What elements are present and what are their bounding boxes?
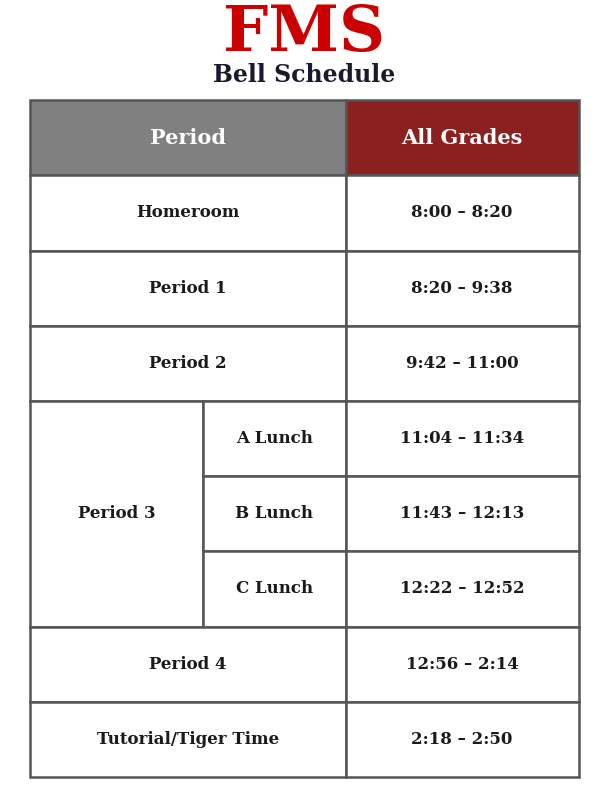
Bar [203, 401, 346, 476]
Bar [30, 626, 345, 702]
Bar [346, 175, 579, 251]
Bar [30, 100, 345, 175]
Bar [346, 251, 579, 326]
Text: 11:43 – 12:13: 11:43 – 12:13 [400, 505, 524, 522]
Text: 8:20 – 9:38: 8:20 – 9:38 [411, 280, 513, 296]
Text: C Lunch: C Lunch [236, 581, 313, 598]
Bar [346, 702, 579, 777]
Text: 8:00 – 8:20: 8:00 – 8:20 [412, 204, 513, 221]
Text: Homeroom: Homeroom [136, 204, 240, 221]
Text: 12:22 – 12:52: 12:22 – 12:52 [400, 581, 524, 598]
Bar [30, 702, 345, 777]
Text: FMS: FMS [224, 3, 385, 64]
Bar [346, 326, 579, 401]
Text: Tutorial/Tiger Time: Tutorial/Tiger Time [97, 731, 279, 748]
Bar [346, 626, 579, 702]
Text: Period: Period [150, 127, 226, 147]
Bar [30, 326, 345, 401]
Text: A Lunch: A Lunch [236, 430, 313, 447]
Bar [203, 476, 346, 551]
Text: 9:42 – 11:00: 9:42 – 11:00 [406, 355, 518, 372]
Bar [30, 251, 345, 326]
Bar [30, 175, 345, 251]
Text: Bell Schedule: Bell Schedule [213, 63, 396, 87]
Text: Period 2: Period 2 [149, 355, 227, 372]
Text: 11:04 – 11:34: 11:04 – 11:34 [400, 430, 524, 447]
Text: Period 3: Period 3 [78, 505, 155, 522]
Bar [30, 401, 203, 626]
Text: B Lunch: B Lunch [235, 505, 314, 522]
Bar [203, 551, 346, 626]
Text: All Grades: All Grades [401, 127, 523, 147]
Text: 2:18 – 2:50: 2:18 – 2:50 [412, 731, 513, 748]
Bar [346, 401, 579, 476]
Text: Period 4: Period 4 [149, 656, 227, 673]
Text: Period 1: Period 1 [149, 280, 227, 296]
Text: 12:56 – 2:14: 12:56 – 2:14 [406, 656, 518, 673]
Bar [346, 551, 579, 626]
Bar [346, 100, 579, 175]
Bar [346, 476, 579, 551]
